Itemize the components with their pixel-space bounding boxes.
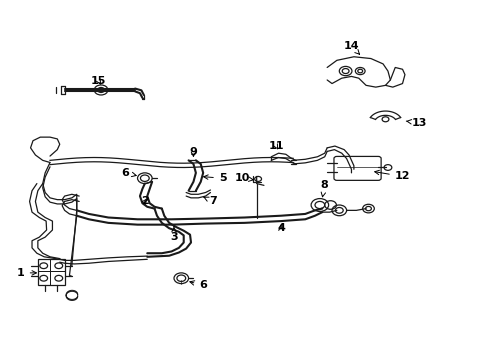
Text: 7: 7 [203, 197, 216, 206]
Text: 2: 2 [141, 197, 148, 206]
Text: 8: 8 [320, 180, 328, 197]
Text: 1: 1 [17, 268, 36, 278]
Text: 14: 14 [343, 41, 359, 54]
Text: 12: 12 [374, 170, 409, 181]
Text: 5: 5 [203, 173, 226, 183]
Text: 11: 11 [268, 141, 283, 151]
Text: 10: 10 [234, 173, 253, 183]
Text: 9: 9 [189, 147, 197, 157]
Text: 15: 15 [91, 76, 106, 86]
Text: 4: 4 [277, 223, 285, 233]
Text: 6: 6 [189, 280, 207, 291]
Text: 3: 3 [170, 226, 178, 242]
Text: 13: 13 [406, 118, 427, 128]
Text: 6: 6 [121, 168, 136, 178]
